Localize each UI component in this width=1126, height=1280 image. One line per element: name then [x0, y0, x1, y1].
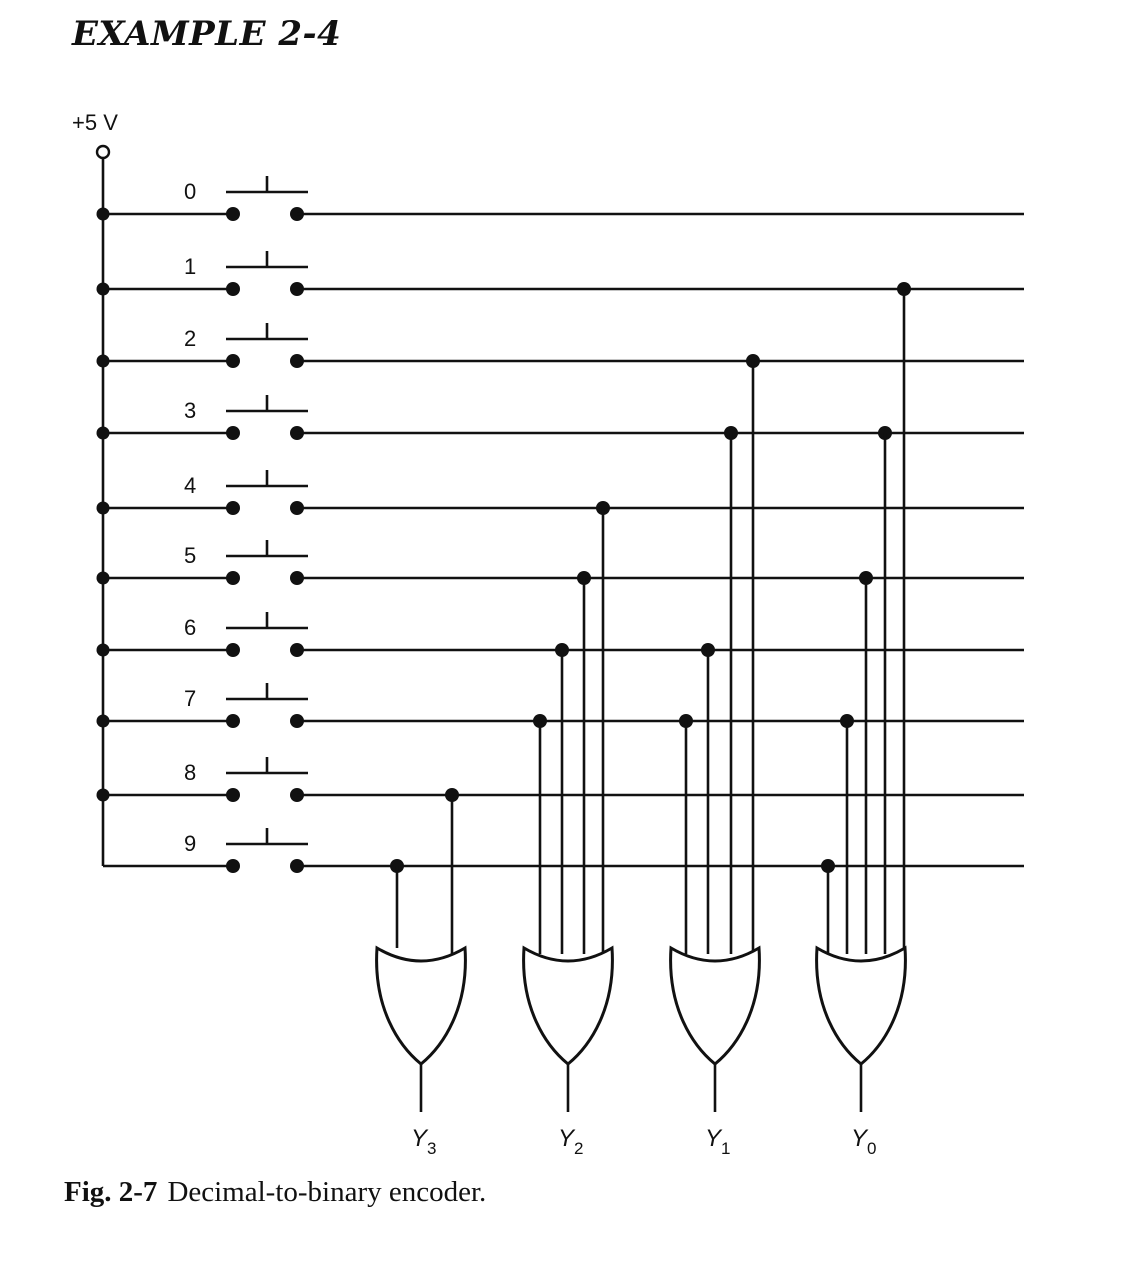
key-label-0: 0 — [184, 179, 196, 204]
key-label-8: 8 — [184, 760, 196, 785]
key-contact-left — [226, 643, 240, 657]
or-gate-body — [669, 945, 761, 1066]
key-label-5: 5 — [184, 543, 196, 568]
key-label-3: 3 — [184, 398, 196, 423]
caption-text: Decimal-to-binary encoder. — [167, 1176, 487, 1208]
output-label-y3: Y3 — [411, 1125, 436, 1158]
rail-junction — [96, 501, 110, 515]
key-contact-left — [226, 714, 240, 728]
key-switch-3: 3 — [96, 395, 308, 440]
rail-junction — [96, 571, 110, 585]
key-contact-left — [226, 354, 240, 368]
key-label-1: 1 — [184, 254, 196, 279]
key-contact-left — [226, 501, 240, 515]
rail-junction — [96, 788, 110, 802]
figure-caption: Fig. 2-7 Decimal-to-binary encoder. — [64, 1176, 486, 1209]
rail-junction — [96, 282, 110, 296]
rail-junction — [96, 714, 110, 728]
key-contact-left — [226, 207, 240, 221]
key-switch-7: 7 — [96, 683, 308, 728]
key-switches: 0 1 2 3 4 5 6 7 8 9 — [96, 176, 308, 873]
key-switch-6: 6 — [96, 612, 308, 657]
key-label-6: 6 — [184, 615, 196, 640]
supply-terminal — [95, 144, 111, 160]
output-label-y0: Y0 — [851, 1125, 876, 1158]
or-gate-y1: Y1 — [669, 354, 761, 1158]
key-label-2: 2 — [184, 326, 196, 351]
rail-junction — [96, 426, 110, 440]
figure-number: Fig. 2-7 — [64, 1176, 158, 1208]
output-label-y1: Y1 — [705, 1125, 730, 1158]
key-contact-left — [226, 571, 240, 585]
key-contact-left — [226, 426, 240, 440]
key-switch-2: 2 — [96, 323, 308, 368]
key-contact-left — [226, 788, 240, 802]
encoder-diagram: +5 V 0 1 2 3 4 5 6 7 8 9 Y3 Y2 Y1 Y0 — [72, 110, 1024, 1158]
key-label-7: 7 — [184, 686, 196, 711]
key-contact-left — [226, 282, 240, 296]
or-gate-body — [375, 945, 467, 1066]
example-heading: EXAMPLE 2-4 — [72, 14, 342, 54]
rail-junction — [96, 207, 110, 221]
key-switch-4: 4 — [96, 470, 308, 515]
or-gate-y3: Y3 — [375, 788, 467, 1158]
rail-junction — [96, 354, 110, 368]
key-switch-0: 0 — [96, 176, 308, 221]
or-gate-y0: Y0 — [815, 282, 911, 1158]
key-label-4: 4 — [184, 473, 196, 498]
key-contact-left — [226, 859, 240, 873]
key-switch-8: 8 — [96, 757, 308, 802]
key-switch-1: 1 — [96, 251, 308, 296]
supply-label: +5 V — [72, 110, 118, 135]
input-lines — [297, 212, 1024, 868]
or-gate-body — [522, 945, 614, 1066]
key-switch-5: 5 — [96, 540, 308, 585]
key-label-9: 9 — [184, 831, 196, 856]
or-gate-y2: Y2 — [522, 501, 614, 1158]
key-switch-9: 9 — [103, 828, 308, 873]
output-label-y2: Y2 — [558, 1125, 583, 1158]
or-gate-body — [815, 945, 907, 1066]
rail-junction — [96, 643, 110, 657]
